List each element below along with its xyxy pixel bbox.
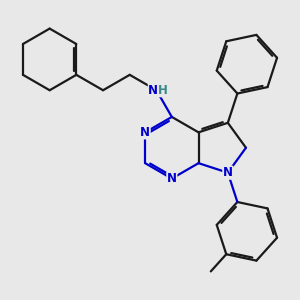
- Text: N: N: [140, 126, 150, 139]
- Text: H: H: [158, 84, 168, 97]
- Text: N: N: [223, 166, 233, 179]
- Text: N: N: [167, 172, 177, 185]
- Text: N: N: [148, 84, 158, 97]
